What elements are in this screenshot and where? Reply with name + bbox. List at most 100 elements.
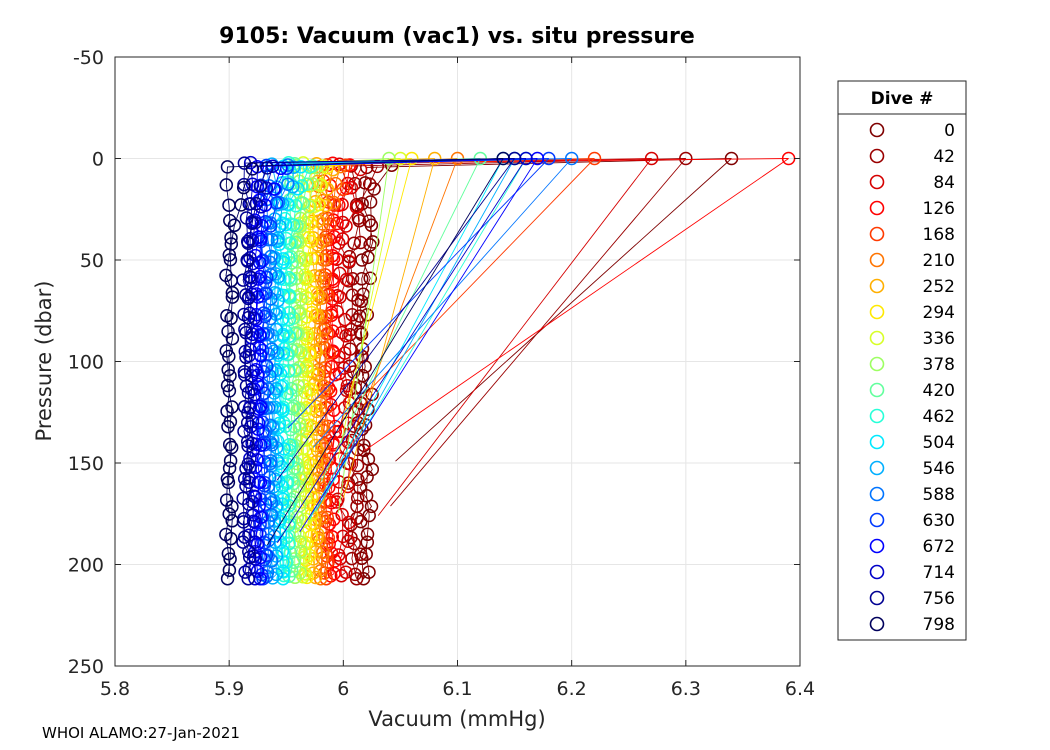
profile-line	[359, 158, 732, 580]
data-point	[266, 479, 281, 494]
data-point	[238, 344, 253, 359]
data-point	[239, 350, 253, 365]
data-point	[724, 151, 739, 166]
data-point	[363, 271, 377, 286]
data-point	[290, 510, 305, 524]
legend-label: 0	[944, 121, 955, 141]
data-point	[245, 327, 260, 342]
y-tick-label: 100	[68, 352, 104, 374]
data-point	[223, 453, 238, 468]
data-point	[263, 219, 278, 233]
surface-link-line	[390, 158, 687, 507]
data-point	[328, 367, 342, 382]
data-point	[294, 544, 308, 559]
data-point	[334, 568, 349, 583]
y-tick-label: -50	[73, 47, 104, 69]
surface-link-line	[287, 158, 550, 429]
data-point	[241, 291, 256, 306]
data-point	[227, 218, 242, 233]
data-point	[225, 400, 239, 414]
data-point	[269, 549, 284, 563]
data-point	[240, 234, 255, 249]
legend-label: 84	[933, 173, 955, 193]
data-point	[473, 151, 488, 166]
surface-link-line	[364, 158, 789, 451]
data-point	[307, 268, 322, 283]
data-point	[237, 364, 252, 379]
legend-marker	[869, 382, 885, 398]
data-point	[240, 253, 254, 267]
data-point	[242, 550, 257, 565]
data-point	[271, 231, 285, 245]
legend-label: 672	[923, 537, 955, 557]
data-point	[240, 434, 255, 449]
data-point	[276, 400, 290, 414]
legend-label: 126	[923, 199, 955, 219]
data-point	[362, 565, 376, 579]
data-point	[225, 286, 240, 300]
surface-link-line	[337, 158, 390, 513]
data-point	[252, 341, 267, 355]
data-point	[276, 571, 290, 586]
data-point	[269, 567, 283, 582]
data-point	[219, 268, 233, 283]
data-point	[269, 381, 283, 396]
data-point	[243, 251, 257, 265]
legend-marker	[869, 252, 885, 268]
series-714	[242, 151, 533, 586]
data-point	[327, 195, 341, 210]
data-point	[345, 308, 359, 322]
data-point	[315, 331, 329, 346]
data-point	[304, 401, 319, 416]
data-point	[242, 475, 256, 489]
data-point	[280, 197, 295, 212]
data-point	[317, 159, 331, 173]
surface-link-line	[341, 158, 413, 424]
data-point	[354, 272, 369, 286]
data-point	[361, 250, 375, 265]
legend-label: 756	[923, 589, 955, 609]
surface-link-line	[299, 158, 538, 533]
data-point	[353, 309, 367, 323]
data-point	[221, 362, 235, 377]
data-point	[335, 507, 349, 522]
data-point	[338, 312, 352, 327]
data-point	[253, 179, 268, 193]
data-point	[264, 232, 279, 247]
legend-label: 798	[923, 615, 955, 635]
data-point	[222, 437, 237, 452]
data-point	[360, 527, 375, 542]
legend-box	[837, 80, 967, 641]
surface-link-line	[277, 158, 527, 544]
data-point	[284, 381, 298, 396]
data-point	[258, 215, 273, 229]
data-point	[282, 312, 296, 327]
data-point	[225, 290, 240, 304]
data-point	[317, 424, 331, 438]
data-point	[219, 178, 234, 192]
legend-label: 420	[923, 381, 955, 401]
legend-marker	[869, 148, 885, 164]
legend-title: Dive #	[871, 89, 934, 109]
data-point	[496, 151, 510, 166]
data-point	[353, 396, 368, 410]
data-point	[225, 331, 240, 346]
legend-label: 42	[933, 147, 955, 167]
data-point	[319, 253, 334, 267]
data-point	[311, 214, 326, 228]
data-point	[314, 235, 328, 249]
data-point	[253, 232, 268, 247]
data-point	[222, 248, 237, 262]
data-point	[239, 211, 254, 225]
data-point	[294, 179, 309, 193]
data-point	[281, 177, 295, 191]
data-point	[564, 151, 579, 166]
data-point	[298, 268, 312, 282]
surface-link-line	[308, 158, 504, 521]
legend-marker	[869, 200, 885, 216]
data-point	[220, 309, 234, 323]
data-point	[353, 547, 368, 562]
data-point	[237, 530, 252, 544]
legend-marker	[869, 616, 885, 632]
data-point	[259, 181, 274, 195]
